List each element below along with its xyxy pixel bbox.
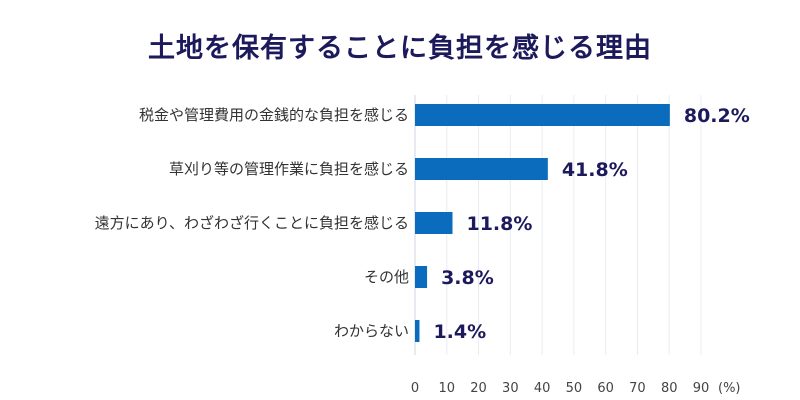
category-label-0: 税金や管理費用の金銭的な負担を感じる xyxy=(139,106,409,124)
chart-title: 土地を保有することに負担を感じる理由 xyxy=(148,33,652,64)
x-tick-label-2: 20 xyxy=(470,381,487,396)
value-labels: 80.2% 41.8% 11.8% 3.8% 1.4% xyxy=(433,105,749,343)
value-label-2: 11.8% xyxy=(466,213,532,235)
bar-0 xyxy=(415,104,670,126)
x-tick-label-6: 60 xyxy=(597,381,614,396)
x-tick-label-7: 70 xyxy=(629,381,646,396)
x-tick-label-0: 0 xyxy=(411,381,419,396)
value-label-1: 41.8% xyxy=(562,159,628,181)
category-label-1: 草刈り等の管理作業に負担を感じる xyxy=(169,160,409,178)
x-tick-label-8: 80 xyxy=(661,381,678,396)
category-labels: 税金や管理費用の金銭的な負担を感じる草刈り等の管理作業に負担を感じる遠方にあり、… xyxy=(95,106,409,340)
category-label-4: わからない xyxy=(334,322,409,340)
x-tick-label-4: 40 xyxy=(534,381,551,396)
x-axis-ticks: 0 10 20 30 40 50 60 70 80 90 xyxy=(411,381,709,396)
x-axis-unit: (%) xyxy=(718,381,741,396)
bars xyxy=(415,104,670,342)
x-tick-label-3: 30 xyxy=(502,381,519,396)
category-label-2: 遠方にあり、わざわざ行くことに負担を感じる xyxy=(95,214,409,232)
value-label-0: 80.2% xyxy=(684,105,750,127)
bar-3 xyxy=(415,266,428,288)
category-label-3: その他 xyxy=(364,268,409,286)
x-tick-label-5: 50 xyxy=(566,381,583,396)
x-tick-label-1: 10 xyxy=(439,381,456,396)
bar-2 xyxy=(415,212,453,234)
bar-4 xyxy=(415,320,420,342)
x-tick-label-9: 90 xyxy=(693,381,710,396)
value-label-3: 3.8% xyxy=(441,267,494,289)
bar-1 xyxy=(415,158,548,180)
value-label-4: 1.4% xyxy=(433,321,486,343)
gridlines xyxy=(414,95,702,355)
